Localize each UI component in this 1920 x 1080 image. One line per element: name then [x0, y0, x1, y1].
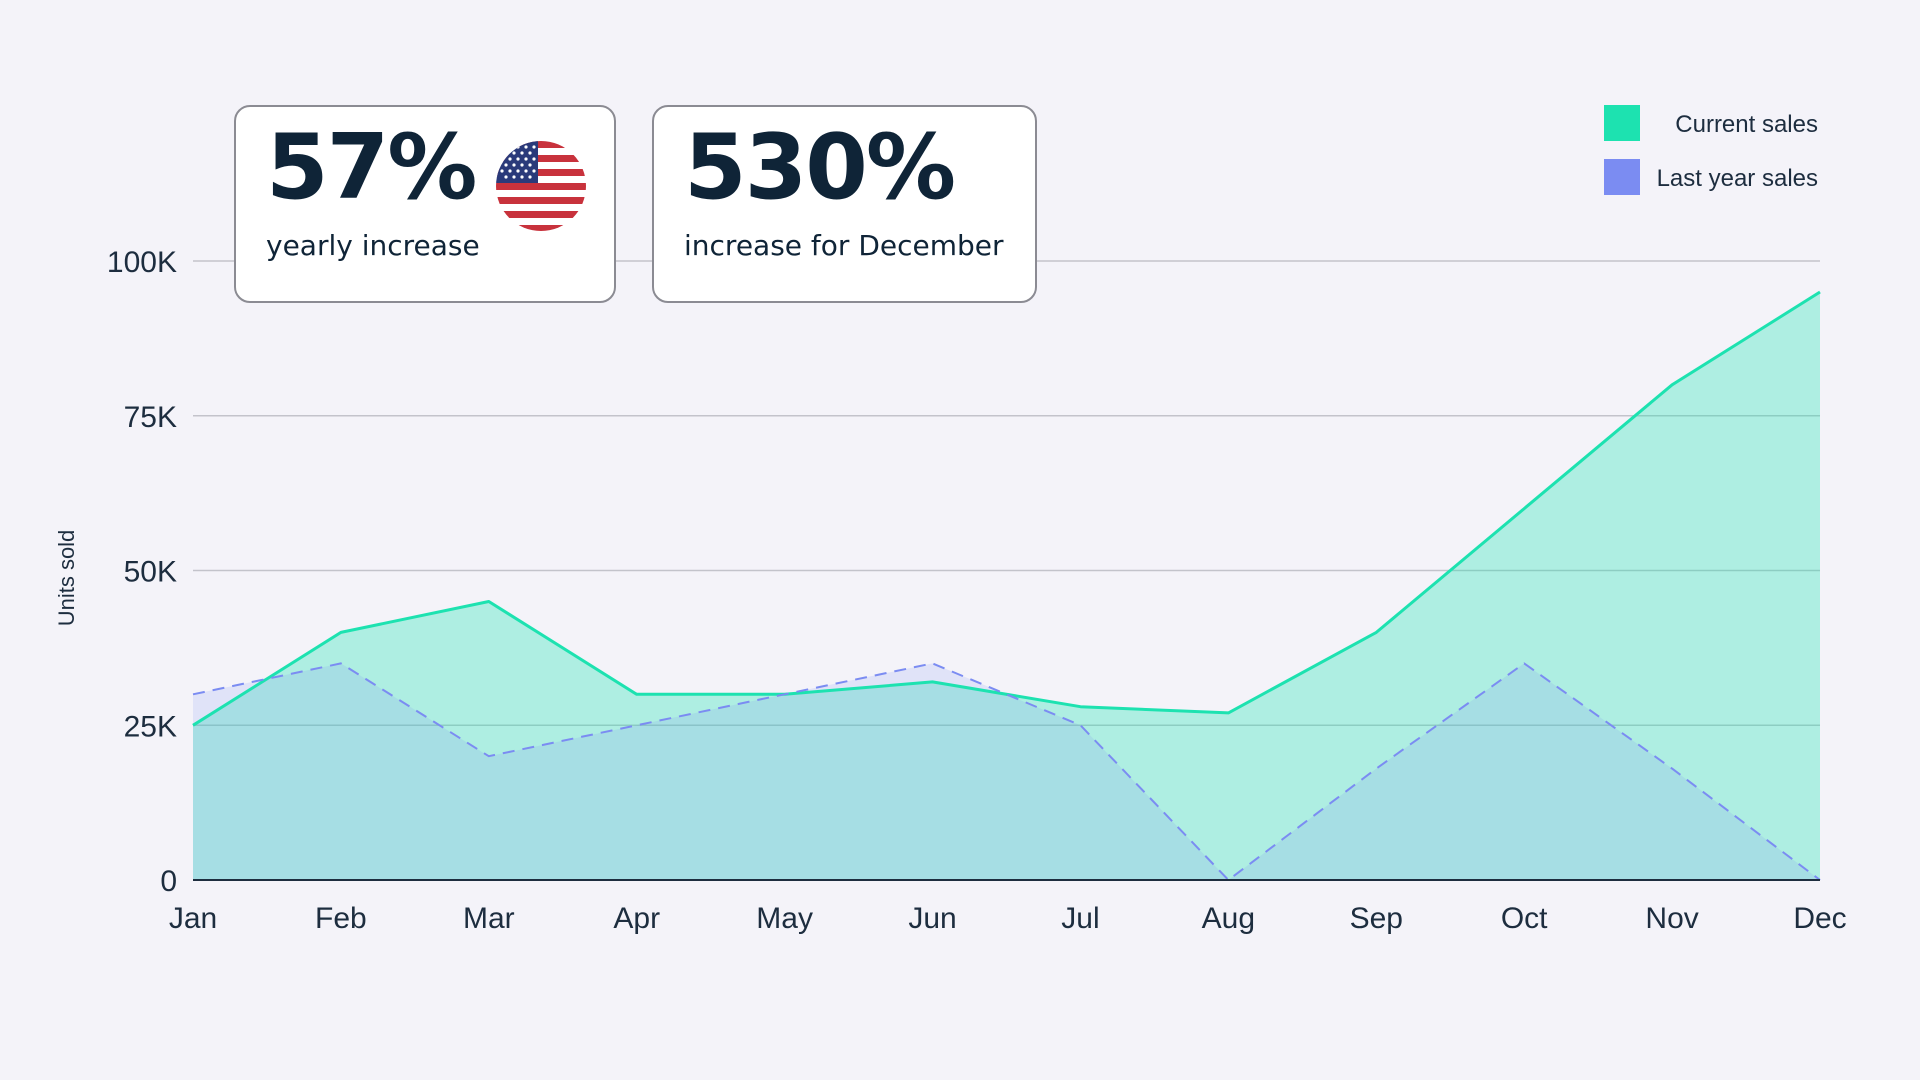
- legend-swatch: [1604, 105, 1640, 141]
- december-increase-value: 530%: [684, 115, 956, 220]
- legend-swatch: [1604, 159, 1640, 195]
- december-increase-label: increase for December: [684, 229, 1004, 262]
- x-tick-labels: Jan Feb Mar Apr May Jun Jul Aug Sep Oct Nov Dec: [169, 902, 1847, 935]
- series-lines: [192, 290, 1821, 881]
- y-tick-label: 50K: [124, 556, 177, 589]
- line-current-sales: [192, 290, 1821, 727]
- series-areas: [193, 292, 1820, 880]
- legend-label: Current sales: [1675, 111, 1818, 138]
- x-tick-label: Apr: [613, 902, 660, 935]
- x-tick-label: Sep: [1350, 902, 1403, 935]
- yearly-increase-card: 57% yearly increase: [234, 105, 616, 303]
- yearly-increase-label: yearly increase: [266, 229, 480, 262]
- x-tick-label: Jun: [908, 902, 956, 935]
- y-tick-label: 0: [160, 865, 177, 898]
- line-last-year-sales: [192, 662, 1821, 881]
- x-tick-label: Feb: [315, 902, 367, 935]
- x-tick-label: May: [756, 902, 813, 935]
- x-tick-label: Mar: [463, 902, 515, 935]
- yearly-increase-value: 57%: [266, 115, 477, 220]
- area-current-sales: [193, 292, 1820, 880]
- y-tick-labels: 0 25K 50K 75K 100K: [107, 246, 177, 898]
- y-tick-label: 100K: [107, 246, 177, 279]
- y-tick-label: 75K: [124, 401, 177, 434]
- legend: Current sales Last year sales: [1604, 105, 1818, 195]
- y-tick-label: 25K: [124, 710, 177, 743]
- december-increase-card: 530% increase for December: [652, 105, 1037, 303]
- y-axis-label: Units sold: [54, 530, 79, 627]
- x-tick-label: Jan: [169, 902, 217, 935]
- legend-label: Last year sales: [1657, 165, 1818, 192]
- x-tick-label: Aug: [1202, 902, 1255, 935]
- area-last-year-sales: [193, 663, 1820, 880]
- us-flag-icon: [496, 141, 586, 231]
- x-tick-label: Jul: [1061, 902, 1099, 935]
- x-tick-label: Nov: [1645, 902, 1698, 935]
- x-tick-label: Oct: [1501, 902, 1548, 935]
- x-tick-label: Dec: [1793, 902, 1846, 935]
